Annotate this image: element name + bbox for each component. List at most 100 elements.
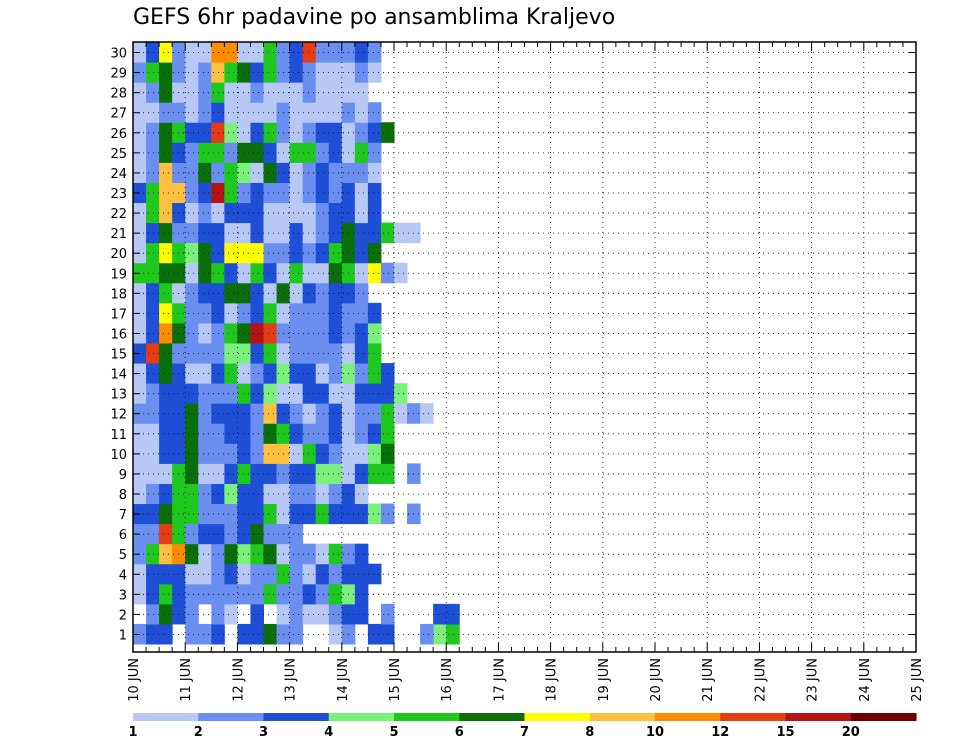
x-tick-label: 20 JUN <box>649 658 664 702</box>
heatmap-cell <box>198 523 212 545</box>
heatmap-cell <box>185 343 199 364</box>
heatmap-cell <box>237 162 251 183</box>
heatmap-cell <box>250 623 264 645</box>
heatmap-cell <box>328 282 343 304</box>
heatmap-cell <box>198 242 212 264</box>
heatmap-cell <box>367 343 382 364</box>
heatmap-cell <box>302 583 317 605</box>
heatmap-cell <box>224 242 238 264</box>
heatmap-cell <box>315 302 330 324</box>
heatmap-cell <box>367 242 382 264</box>
heatmap-cell <box>328 62 343 83</box>
y-tick-label: 12 <box>110 408 127 423</box>
heatmap-cell <box>198 483 212 505</box>
heatmap-cell <box>250 82 264 103</box>
heatmap-cell <box>302 563 317 585</box>
heatmap-cell <box>354 182 369 204</box>
heatmap-cell <box>146 282 160 304</box>
colorbar-label: 1 <box>128 725 137 740</box>
heatmap-cell <box>263 62 278 83</box>
heatmap-cell <box>263 423 278 444</box>
heatmap-cell <box>250 383 264 404</box>
colorbar: 1 2 3 4 5 6 7 8 10 12 15 20 <box>128 713 917 740</box>
heatmap-cell <box>367 122 382 143</box>
heatmap-cell <box>159 262 173 284</box>
heatmap-cell <box>328 483 343 505</box>
heatmap-cell <box>315 242 330 264</box>
heatmap-cell <box>394 383 408 404</box>
heatmap-cell <box>328 443 343 464</box>
heatmap-cell <box>159 302 173 324</box>
heatmap-cell <box>354 603 369 625</box>
y-tick-label: 20 <box>110 247 127 262</box>
heatmap-cell <box>289 523 304 545</box>
heatmap-cell <box>159 543 173 565</box>
heatmap-cell <box>250 543 264 565</box>
heatmap-cell <box>328 302 343 324</box>
y-tick-label: 1 <box>119 628 127 643</box>
colorbar-swatch <box>459 713 525 721</box>
heatmap-cell <box>185 363 199 384</box>
heatmap-cell <box>315 343 330 364</box>
heatmap-cell <box>302 282 317 304</box>
heatmap-cell <box>446 623 460 645</box>
heatmap-cell <box>185 182 199 204</box>
heatmap-cell <box>237 423 251 444</box>
heatmap-cell <box>250 503 264 525</box>
heatmap-cell <box>328 363 343 384</box>
heatmap-cell <box>224 343 238 364</box>
heatmap-cell <box>302 182 317 204</box>
heatmap-cell <box>224 182 238 204</box>
heatmap-cell <box>159 62 173 83</box>
y-tick-label: 15 <box>110 348 127 363</box>
heatmap-cell <box>198 62 212 83</box>
colorbar-swatch <box>850 713 917 721</box>
heatmap-cell <box>263 403 278 424</box>
heatmap-cell <box>159 623 173 645</box>
heatmap-cell <box>185 443 199 464</box>
heatmap-cell <box>250 423 264 444</box>
heatmap-cell <box>367 62 382 83</box>
heatmap-cell <box>250 42 264 63</box>
heatmap-cell <box>354 142 369 163</box>
heatmap-cell <box>250 122 264 143</box>
heatmap-cell <box>224 302 238 324</box>
heatmap-cell <box>159 222 173 244</box>
heatmap-cell <box>237 483 251 505</box>
heatmap-cell <box>354 42 369 63</box>
heatmap-cell <box>328 423 343 444</box>
heatmap-cell <box>289 623 304 645</box>
heatmap-cell <box>159 182 173 204</box>
heatmap-cell <box>263 222 278 244</box>
heatmap-cell <box>159 503 173 525</box>
heatmap-cell <box>354 363 369 384</box>
heatmap-cell <box>185 483 199 505</box>
heatmap-cell <box>185 543 199 565</box>
heatmap-cell <box>367 443 382 464</box>
heatmap-cell <box>289 142 304 163</box>
heatmap-cell <box>328 603 343 625</box>
heatmap-cell <box>198 463 212 484</box>
heatmap-cell <box>185 42 199 63</box>
heatmap-cell <box>250 182 264 204</box>
heatmap-cell <box>250 202 264 224</box>
heatmap-cell <box>250 483 264 505</box>
heatmap-cell <box>315 583 330 605</box>
heatmap-cell <box>224 322 238 344</box>
colorbar-swatch <box>328 713 395 721</box>
y-tick-label: 14 <box>110 368 127 383</box>
y-tick-label: 10 <box>110 448 127 463</box>
heatmap-cell <box>185 563 199 585</box>
heatmap-cell <box>185 222 199 244</box>
heatmap-cell <box>224 222 238 244</box>
y-tick-label: 9 <box>119 468 127 483</box>
heatmap-cell <box>380 443 395 464</box>
heatmap-cell <box>198 142 212 163</box>
heatmap-cell <box>315 423 330 444</box>
heatmap-cell <box>159 162 173 183</box>
heatmap-cell <box>198 383 212 404</box>
heatmap-cell <box>250 322 264 344</box>
heatmap-cell <box>237 222 251 244</box>
heatmap-cell <box>289 603 304 625</box>
heatmap-cell <box>237 623 251 645</box>
